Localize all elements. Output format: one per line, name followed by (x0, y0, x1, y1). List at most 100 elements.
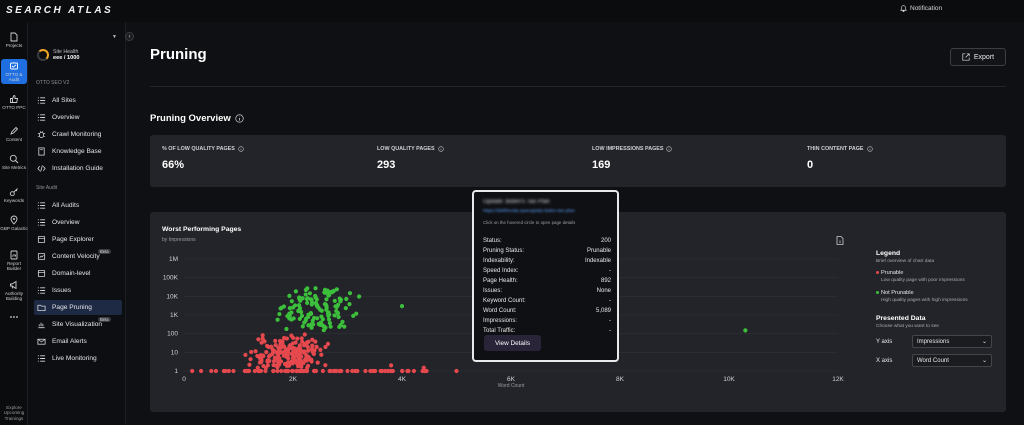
prunable-point (302, 332, 307, 337)
prunable-point (209, 368, 214, 374)
prunable-point (198, 368, 204, 374)
sidebar-item-live-monitoring[interactable]: Live Monitoring (34, 351, 122, 366)
sidebar-item-site-visualization[interactable]: Site Visualization Beta (34, 317, 122, 332)
rail-item-1[interactable]: OTTO & Audit (1, 59, 27, 85)
collapse-sidebar-button[interactable]: ‹ (125, 32, 134, 41)
otto-icon (10, 62, 18, 70)
sidebar-item-page-explorer[interactable]: Page Explorer (34, 232, 122, 247)
site-dropdown-icon[interactable]: ▼ (112, 34, 117, 40)
y-tick-label: 100K (163, 275, 179, 282)
not-prunable-point (336, 314, 341, 320)
sidebar-item-label: All Sites (52, 97, 76, 104)
notification-button[interactable]: Notification (900, 5, 942, 12)
overview-title-text: Pruning Overview (150, 113, 231, 124)
sidebar-item-overview[interactable]: Overview (34, 215, 122, 230)
sidebar-item-all-sites[interactable]: All Sites (34, 93, 122, 108)
y-axis-label: Y axis (876, 338, 893, 345)
sidebar-item-crawl-monitoring[interactable]: Crawl Monitoring (34, 127, 122, 142)
rail-item-5[interactable]: Keywords (0, 187, 28, 203)
list-icon (37, 355, 46, 362)
sidebar-item-issues[interactable]: Issues (34, 283, 122, 298)
view-details-button[interactable]: View Details (484, 335, 541, 351)
tooltip-row: Indexability: Indexable (483, 256, 611, 266)
not-prunable-point (284, 326, 289, 332)
rail-item-7[interactable]: Report Builder (0, 250, 28, 271)
prunable-point (249, 349, 254, 355)
rail-item-4[interactable]: Site Metrics (0, 154, 28, 170)
not-prunable-point (320, 317, 325, 322)
prunable-point (328, 368, 333, 374)
rail-item-3[interactable]: Content (0, 126, 28, 142)
sidebar-item-page-pruning[interactable]: Page Pruning (34, 300, 122, 315)
not-prunable-point (327, 292, 332, 298)
brand-logo[interactable]: SEARCH ATLAS (6, 5, 114, 16)
not-prunable-point (290, 305, 296, 310)
tooltip-link[interactable]: https://delifrenda.spacaptala biden-tax-… (483, 209, 575, 214)
prunable-point (454, 368, 459, 374)
prunable-point (345, 368, 350, 374)
not-prunable-point (332, 298, 337, 303)
y-axis-select[interactable]: Impressions ⌄ (912, 335, 992, 348)
thumb-icon (10, 95, 19, 103)
info-icon[interactable] (235, 114, 244, 123)
tooltip-key: Issues: (483, 288, 503, 294)
prunable-point (282, 335, 287, 341)
prunable-point (294, 347, 299, 353)
prunable-point (277, 356, 282, 361)
sidebar-item-label: Domain-level (52, 270, 91, 277)
export-button[interactable]: Export (950, 48, 1006, 66)
sidebar-item-installation-guide[interactable]: Installation Guide (34, 161, 122, 176)
x-axis-select[interactable]: Word Count ⌄ (912, 354, 992, 367)
tooltip-value: - (609, 268, 611, 274)
tooltip-value: 5,089 (595, 308, 611, 314)
legend-not-prunable-desc: High quality pages with high impressions (881, 298, 968, 303)
prunable-point (298, 348, 304, 353)
not-prunable-point (287, 305, 292, 311)
not-prunable-point (277, 311, 282, 317)
info-icon[interactable] (238, 146, 244, 152)
download-chart-icon[interactable] (836, 236, 844, 245)
stat-1: LOW QUALITY PAGES 293 (377, 146, 444, 171)
rail-item-8[interactable]: Authority Building (0, 280, 28, 301)
info-icon[interactable] (666, 146, 673, 152)
prunable-point (255, 365, 260, 370)
prunable-point (284, 355, 290, 360)
rail-item-9[interactable] (0, 312, 28, 323)
stat-value: 169 (592, 159, 611, 171)
prunable-point (325, 341, 331, 346)
rail-item-6[interactable]: GBP Galactic (0, 215, 28, 231)
stats-panel: % OF LOW QUALITY PAGES 66% LOW QUALITY PAG… (150, 135, 1006, 187)
info-icon[interactable] (866, 146, 873, 152)
bell-icon (900, 5, 907, 12)
rail-label: GBP Galactic (0, 226, 28, 231)
prunable-point (304, 368, 310, 374)
explore-trainings-link[interactable]: Explore Upcoming Trainings (3, 404, 25, 421)
x-tick-label: 10K (723, 376, 735, 383)
sidebar-item-content-velocity[interactable]: Content Velocity Beta (34, 249, 122, 264)
rail-item-2[interactable]: OTTO PPC (0, 94, 28, 110)
sidebar-item-overview[interactable]: Overview (34, 110, 122, 125)
prunable-point (294, 358, 299, 363)
sidebar-item-domain-level[interactable]: Domain-level (34, 266, 122, 281)
not-prunable-point (303, 292, 308, 297)
sidebar-item-all-audits[interactable]: All Audits (34, 198, 122, 213)
prunable-point (271, 362, 276, 368)
not-prunable-point (323, 302, 329, 307)
prunable-point (306, 339, 311, 344)
tooltip-row: Keyword Count: - (483, 296, 611, 306)
not-prunable-point (310, 300, 315, 305)
site-health[interactable]: Site Health eee / 1000 (37, 49, 79, 61)
sidebar-item-knowledge-base[interactable]: Knowledge Base (34, 144, 122, 159)
rail-item-0[interactable]: Projects (0, 32, 28, 48)
prunable-point (289, 359, 294, 364)
not-prunable-point (340, 319, 345, 324)
x-tick-label: 6K (507, 376, 516, 383)
prunable-point (389, 363, 394, 368)
info-icon[interactable] (437, 146, 444, 152)
not-prunable-point (343, 306, 348, 311)
y-tick-label: 1M (169, 256, 178, 263)
export-label: Export (973, 53, 995, 61)
sidebar-item-email-alerts[interactable]: Email Alerts (34, 334, 122, 349)
not-prunable-point (287, 311, 292, 316)
export-icon (962, 53, 970, 61)
